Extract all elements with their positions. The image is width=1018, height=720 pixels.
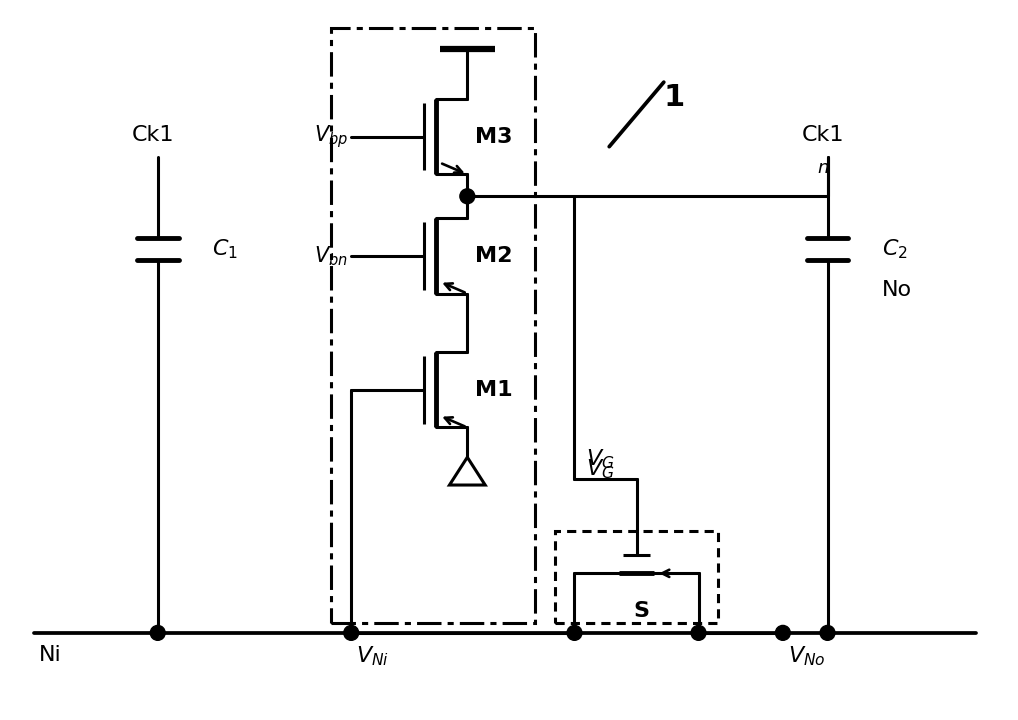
Text: S: S [633,601,649,621]
Bar [555,531,719,623]
Text: Ck1: Ck1 [801,125,844,145]
Text: $C_2$: $C_2$ [883,237,908,261]
Text: M1: M1 [475,379,513,400]
Text: No: No [883,279,912,300]
Text: $V_G$: $V_G$ [586,447,615,471]
Circle shape [821,626,835,640]
Text: $C_1$: $C_1$ [213,237,238,261]
Text: M3: M3 [475,127,513,147]
Text: M2: M2 [475,246,513,266]
Text: $V_{bn}$: $V_{bn}$ [315,244,348,268]
Text: Ni: Ni [39,645,61,665]
Circle shape [567,626,582,640]
Circle shape [460,189,474,204]
Circle shape [691,626,705,640]
Bar [332,27,534,623]
Text: $V_{bp}$: $V_{bp}$ [315,123,348,150]
Text: $V_{No}$: $V_{No}$ [788,645,826,668]
Text: Ck1: Ck1 [131,125,174,145]
Circle shape [151,626,165,640]
Circle shape [344,626,358,640]
Text: $V_G$: $V_G$ [586,457,615,481]
Text: 1: 1 [664,83,685,112]
Text: $V_{Ni}$: $V_{Ni}$ [356,645,389,668]
Circle shape [776,626,790,640]
Text: n: n [816,158,829,176]
